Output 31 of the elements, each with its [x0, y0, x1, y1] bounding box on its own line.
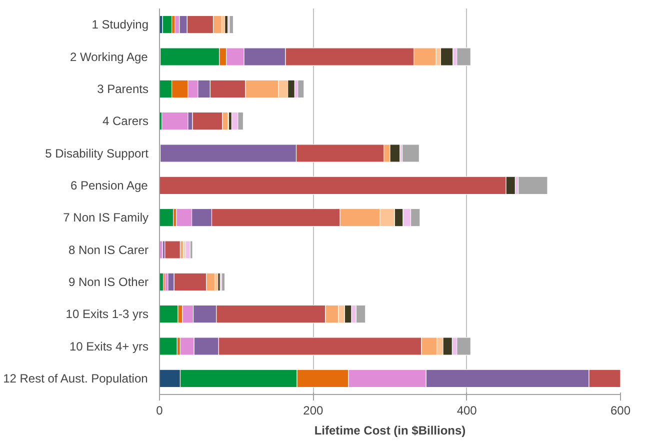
y-tick-label: 5 Disability Support	[45, 146, 150, 160]
bar	[162, 112, 188, 130]
y-tick-label: 10 Exits 4+ yrs	[69, 339, 148, 354]
bar	[518, 176, 548, 195]
y-tick-label: 8 Non IS Carer	[68, 242, 149, 257]
x-axis-title: Lifetime Cost (in $Billions)	[314, 424, 466, 438]
x-tick-label: 0	[156, 404, 164, 418]
bar	[356, 304, 366, 324]
y-tick-label: 2 Working Age	[70, 50, 148, 64]
x-tick-label: 200	[303, 404, 324, 418]
y-tick-label: 1 Studying	[92, 18, 149, 32]
y-tick-label: 7 Non IS Family	[63, 210, 148, 225]
bar	[221, 272, 226, 292]
bar	[456, 48, 471, 66]
bar	[162, 15, 172, 34]
y-tick-label: 10 Exits 1-3 yrs	[66, 307, 149, 322]
bar	[160, 208, 174, 227]
bar	[440, 48, 454, 66]
bar	[298, 80, 304, 98]
y-tick-label: 4 Carers	[102, 114, 148, 128]
y-tick-label: 12 Rest of Aust. Population	[3, 371, 148, 386]
x-tick-label: 600	[610, 404, 631, 418]
bar	[160, 337, 178, 356]
bar	[160, 304, 178, 324]
y-tick-label: 6 Pension Age	[70, 178, 148, 192]
bar	[164, 240, 181, 259]
x-tick-label: 400	[456, 404, 478, 418]
y-tick-label: 9 Non IS Other	[68, 274, 149, 289]
bar	[190, 240, 193, 259]
bar	[402, 144, 420, 162]
y-tick-label: 3 Parents	[97, 82, 149, 96]
